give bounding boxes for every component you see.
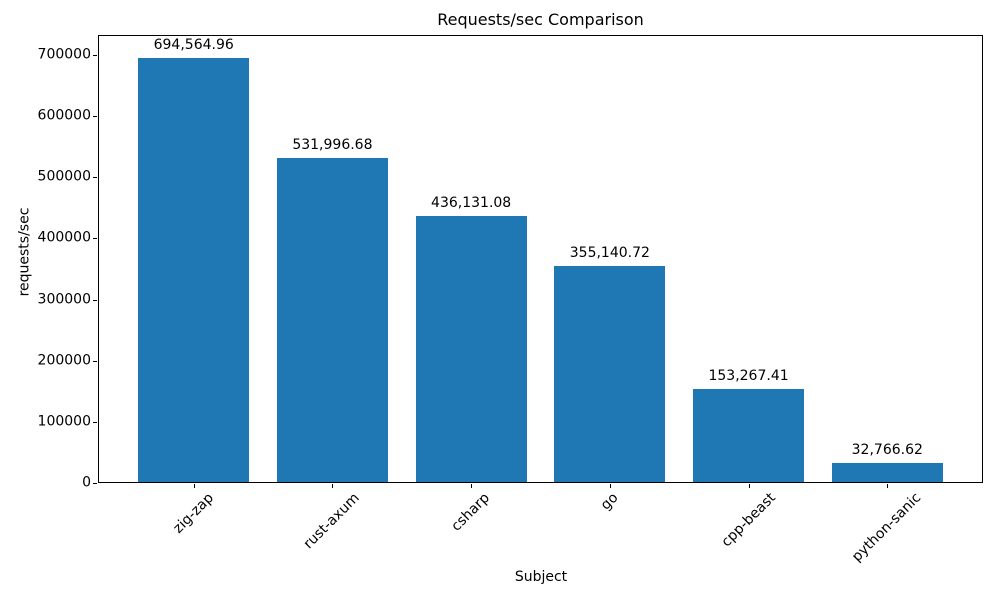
bar-csharp — [415, 216, 527, 483]
bar-value-label: 355,140.72 — [569, 244, 650, 261]
y-tick-label: 300000 — [37, 291, 91, 308]
y-tick-mark — [93, 116, 97, 118]
x-tick-label-cpp-beast: cpp-beast — [718, 489, 779, 551]
x-tick-mark — [193, 484, 195, 488]
y-tick-mark — [93, 238, 97, 240]
x-tick-label-rust-axum: rust-axum — [301, 490, 364, 553]
y-tick-mark — [93, 483, 97, 484]
x-axis-title: Subject — [514, 569, 568, 585]
x-tick-mark — [471, 484, 473, 488]
x-tick-mark — [748, 484, 750, 488]
y-tick-mark — [93, 421, 97, 423]
bar-value-label: 694,564.96 — [153, 37, 234, 54]
bar-value-label: 436,131.08 — [431, 195, 512, 212]
y-tick-label: 500000 — [37, 168, 91, 185]
x-tick-mark — [609, 484, 611, 488]
chart-title: Requests/sec Comparison — [437, 10, 644, 29]
y-tick-label: 0 — [82, 474, 91, 491]
bar-value-label: 32,766.62 — [851, 441, 923, 458]
y-tick-mark — [93, 299, 97, 301]
bar-rust-axum — [276, 157, 388, 483]
x-tick-label-python-sanic: python-sanic — [849, 489, 925, 566]
y-tick-mark — [93, 360, 97, 362]
bar-go — [554, 265, 666, 483]
y-tick-label: 400000 — [37, 229, 91, 246]
x-tick-label-zig-zap: zig-zap — [170, 490, 217, 537]
y-tick-mark — [93, 54, 97, 56]
bar-zig-zap — [138, 58, 250, 483]
y-tick-label: 100000 — [37, 413, 91, 430]
y-tick-label: 600000 — [37, 107, 91, 124]
y-tick-label: 200000 — [37, 352, 91, 369]
y-tick-label: 700000 — [37, 46, 91, 63]
x-tick-label-go: go — [597, 489, 622, 514]
bar-cpp-beast — [693, 389, 805, 483]
x-tick-mark — [887, 484, 889, 488]
bar-value-label: 531,996.68 — [292, 136, 373, 153]
x-tick-label-csharp: csharp — [448, 489, 494, 535]
y-axis-title: requests/sec — [16, 207, 33, 297]
y-tick-mark — [93, 177, 97, 179]
bar-python-sanic — [831, 462, 943, 483]
x-tick-mark — [332, 484, 334, 488]
bar-value-label: 153,267.41 — [708, 368, 789, 385]
